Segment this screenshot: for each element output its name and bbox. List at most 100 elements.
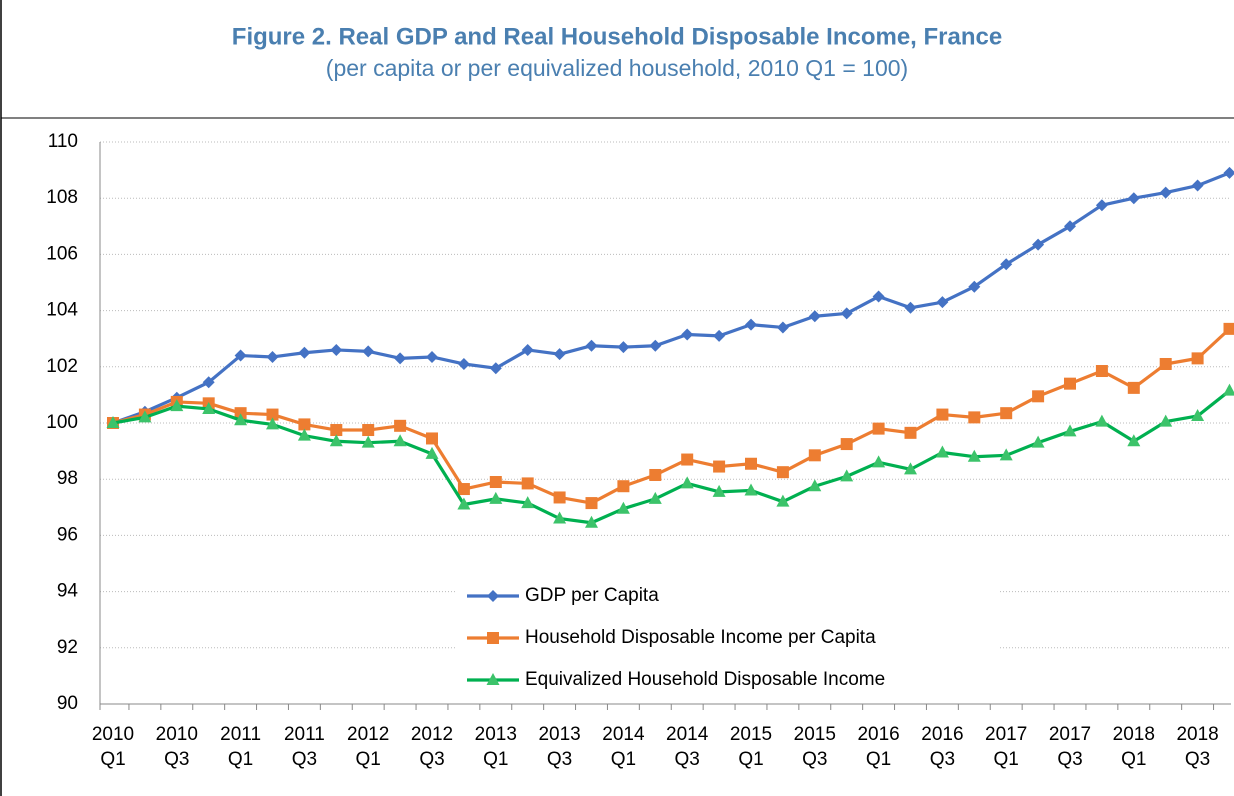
- data-point: [457, 483, 470, 496]
- y-tick-label: 106: [46, 243, 78, 264]
- chart-subtitle: (per capita or per equivalized household…: [326, 55, 908, 81]
- data-point: [776, 321, 789, 334]
- series-line: [112, 389, 1231, 525]
- legend-label: Household Disposable Income per Capita: [525, 627, 876, 648]
- data-point: [967, 449, 981, 462]
- data-point: [1095, 365, 1108, 378]
- data-point: [681, 328, 694, 341]
- data-point: [266, 417, 279, 430]
- data-point: [776, 494, 790, 507]
- data-point: [425, 446, 439, 459]
- y-tick-label: 104: [46, 300, 78, 321]
- data-point: [935, 445, 949, 458]
- data-point: [266, 350, 279, 363]
- data-point: [1032, 390, 1045, 403]
- x-tick-label: 2015 Q3: [793, 724, 836, 770]
- data-point: [840, 307, 853, 320]
- data-point: [872, 455, 886, 468]
- data-point: [1191, 352, 1204, 365]
- data-point: [457, 497, 471, 510]
- legend-marker: [487, 632, 499, 644]
- data-point: [298, 346, 311, 359]
- data-point: [872, 422, 885, 435]
- x-tick-label: 2011 Q1: [220, 724, 262, 770]
- y-tick-label: 92: [57, 637, 78, 658]
- data-point: [394, 352, 407, 365]
- data-point: [745, 457, 757, 470]
- y-tick-label: 110: [48, 131, 78, 152]
- data-point: [202, 376, 215, 389]
- data-point: [744, 483, 758, 496]
- data-point: [297, 428, 311, 441]
- y-tick-label: 96: [57, 524, 78, 545]
- data-point: [457, 357, 470, 370]
- data-point: [999, 448, 1013, 461]
- data-point: [553, 491, 566, 504]
- data-point: [362, 345, 375, 358]
- data-point: [681, 453, 694, 466]
- data-point: [1127, 434, 1141, 447]
- data-point: [1064, 377, 1076, 390]
- data-point: [202, 401, 216, 414]
- x-tick-label: 2017 Q1: [985, 724, 1028, 770]
- data-point: [106, 416, 120, 428]
- data-point: [1095, 199, 1108, 212]
- data-point: [1064, 220, 1076, 233]
- data-point: [585, 515, 598, 528]
- data-point: [680, 476, 694, 489]
- data-point: [330, 424, 343, 437]
- data-point: [617, 341, 630, 354]
- series-line: [112, 171, 1231, 425]
- data-point: [649, 339, 662, 352]
- data-point: [489, 476, 502, 489]
- data-point: [904, 301, 917, 314]
- data-point: [553, 511, 567, 524]
- data-point: [1031, 435, 1045, 448]
- x-tick-label: 2016 Q3: [921, 724, 964, 770]
- data-point: [840, 469, 854, 482]
- data-point: [1032, 238, 1045, 251]
- data-point: [521, 343, 534, 356]
- legend-label: Equivalized Household Disposable Income: [525, 669, 885, 690]
- data-point: [649, 468, 662, 481]
- data-point: [1063, 424, 1077, 437]
- x-tick-label: 2012 Q3: [410, 724, 454, 770]
- data-point: [713, 329, 726, 342]
- data-point: [234, 407, 247, 420]
- data-point: [776, 466, 789, 479]
- data-point: [808, 449, 821, 462]
- legend-marker: [486, 673, 500, 685]
- data-point: [936, 408, 949, 421]
- y-tick-label: 108: [46, 187, 78, 208]
- y-tick-label: 90: [57, 693, 78, 714]
- legend-label: GDP per Capita: [525, 585, 659, 606]
- chart-title: Figure 2. Real GDP and Real Household Di…: [232, 23, 1002, 50]
- data-point: [234, 413, 248, 426]
- data-point: [713, 460, 726, 473]
- data-point: [1095, 414, 1109, 427]
- data-point: [904, 426, 917, 439]
- data-point: [521, 496, 535, 509]
- y-tick-label: 94: [57, 581, 79, 602]
- legend-box: [455, 574, 1000, 702]
- x-tick-label: 2013 Q1: [474, 724, 517, 770]
- data-point: [968, 411, 981, 424]
- data-point: [1223, 383, 1234, 396]
- data-point: [1000, 407, 1013, 420]
- x-tick-label: 2014 Q3: [666, 724, 709, 770]
- data-point: [394, 419, 407, 432]
- data-point: [234, 349, 247, 362]
- data-point: [872, 290, 885, 303]
- data-point: [1127, 192, 1140, 205]
- data-point: [266, 408, 279, 421]
- data-point: [1000, 258, 1013, 271]
- x-tick-label: 2016 Q1: [857, 724, 900, 770]
- data-point: [330, 343, 343, 356]
- data-point: [1191, 408, 1205, 421]
- x-tick-label: 2018 Q3: [1176, 724, 1219, 770]
- data-point: [426, 350, 438, 363]
- data-point: [585, 339, 598, 352]
- data-point: [904, 462, 917, 475]
